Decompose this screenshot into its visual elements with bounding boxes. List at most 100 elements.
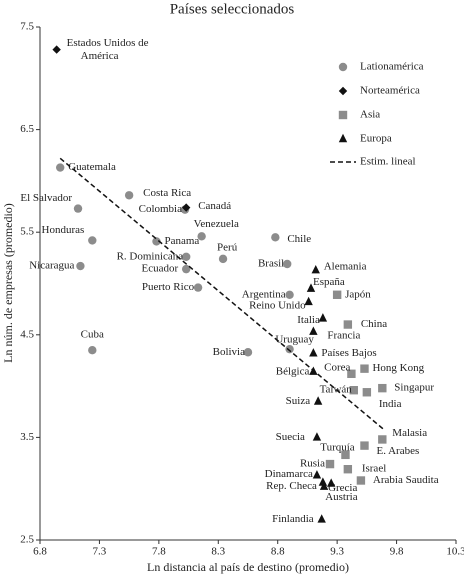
point-label: Turquía — [320, 441, 355, 453]
point-label: Hong Kong — [372, 362, 424, 374]
y-tick-label: 6.5 — [20, 123, 34, 135]
point-label: Chile — [287, 233, 311, 245]
point-label: Cuba — [81, 329, 104, 341]
point — [312, 432, 322, 441]
point-label: Arabia Saudita — [373, 474, 439, 486]
point-label: Italia — [297, 314, 320, 326]
point — [304, 296, 313, 306]
point — [181, 203, 191, 212]
point-label: Perú — [217, 241, 238, 253]
point — [152, 237, 161, 246]
point — [311, 264, 320, 274]
point — [343, 320, 353, 329]
point — [317, 514, 326, 523]
point — [285, 290, 294, 299]
point-label: Estados Unidos de — [67, 37, 149, 49]
point-label: India — [379, 398, 402, 410]
point-label: España — [313, 276, 345, 288]
point-label: Bélgica — [276, 365, 310, 377]
point — [218, 254, 228, 264]
legend-label: Estim. lineal — [360, 156, 416, 168]
point — [362, 388, 372, 397]
point — [306, 283, 316, 292]
point-label: América — [81, 50, 119, 62]
x-tick-label: 9.3 — [330, 546, 344, 558]
point — [283, 259, 292, 269]
x-tick-label: 7.3 — [93, 546, 107, 558]
point — [349, 386, 358, 395]
point-label: Corea — [324, 361, 350, 373]
legend-marker — [338, 62, 348, 72]
point — [88, 345, 97, 355]
point — [271, 233, 280, 242]
point-label: El Salvador — [20, 192, 72, 204]
point — [309, 326, 318, 335]
legend-marker — [338, 86, 348, 96]
legend-marker — [338, 133, 348, 143]
point-label: Grecia — [328, 482, 357, 494]
chart-title: Países seleccionados — [170, 1, 295, 17]
point-label: Bolivia — [213, 346, 246, 358]
point-label: Suiza — [286, 395, 311, 407]
point-label: R. Dominicana — [117, 250, 184, 262]
y-tick-label: 3.5 — [20, 431, 34, 443]
point-label: Venezuela — [194, 218, 239, 230]
point-label: Rusia — [300, 458, 325, 470]
point — [360, 441, 369, 450]
point-label: Canadá — [198, 200, 231, 212]
point-label: Reino Unido — [249, 299, 306, 311]
point-label: China — [361, 318, 387, 330]
point-label: Francia — [327, 329, 360, 341]
point — [56, 163, 65, 172]
point-label: Japón — [345, 288, 371, 300]
legend-label: Norteamérica — [360, 85, 420, 97]
point-label: Taiwán — [320, 384, 353, 396]
point — [193, 283, 203, 292]
y-axis-label: Ln núm. de empresas (promedio) — [1, 203, 15, 363]
point-label: Alemania — [324, 261, 367, 273]
x-axis-label: Ln distancia al país de destino (promedi… — [147, 560, 349, 574]
point — [319, 481, 329, 490]
point-label: Guatemala — [68, 161, 116, 173]
point-label: Suecia — [276, 431, 305, 443]
point-label: Uruguay — [275, 334, 314, 346]
point — [181, 252, 191, 262]
point-label: Colombia — [139, 203, 183, 215]
point — [325, 459, 335, 469]
x-tick-label: 7.8 — [152, 546, 166, 558]
point-label: E. Arabes — [376, 445, 419, 457]
point — [76, 261, 85, 271]
point — [309, 348, 318, 357]
point — [356, 476, 366, 485]
point — [378, 435, 387, 444]
legend-label: Lationamérica — [360, 61, 424, 73]
point — [378, 383, 387, 393]
point — [197, 232, 206, 241]
point — [332, 290, 342, 299]
point — [285, 344, 294, 354]
point-label: Puerto Rico — [142, 281, 195, 293]
point-label: Dinamarca — [265, 468, 313, 480]
x-tick-label: 10.3 — [446, 546, 464, 558]
point — [360, 364, 369, 373]
point-label: Panama — [164, 235, 199, 247]
point-label: Malasia — [392, 427, 427, 439]
trend-line — [59, 157, 386, 431]
point-label: Nicaragua — [29, 260, 74, 272]
legend-label: Asia — [360, 109, 380, 121]
point-label: Argentina — [242, 288, 286, 300]
point-label: Israel — [362, 463, 386, 475]
x-tick-label: 8.3 — [211, 546, 225, 558]
point-label: Singapur — [394, 382, 434, 394]
point — [73, 204, 83, 213]
y-tick-label: 4.5 — [20, 328, 34, 340]
y-tick-label: 5.5 — [20, 226, 34, 238]
point-label: Ecuador — [142, 263, 179, 275]
y-tick-label: 7.5 — [20, 21, 34, 33]
point — [88, 236, 97, 245]
point — [327, 478, 336, 487]
point — [52, 45, 61, 54]
point — [343, 465, 353, 474]
point — [124, 191, 134, 200]
